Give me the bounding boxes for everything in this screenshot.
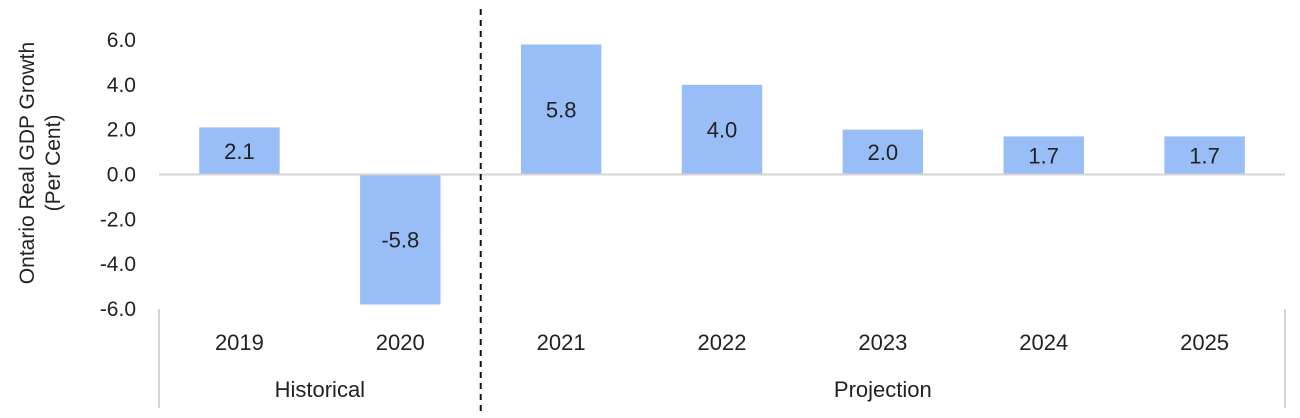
group-label-historical: Historical xyxy=(275,377,365,402)
y-tick-label: -6.0 xyxy=(100,298,136,321)
y-axis-ticks: 6.0 4.0 2.0 0.0 -2.0 -4.0 -6.0 xyxy=(100,29,136,321)
bar-2024 xyxy=(1003,136,1084,175)
data-label-2021: 5.8 xyxy=(546,97,577,122)
y-tick-label: 4.0 xyxy=(107,74,136,97)
data-label-2022: 4.0 xyxy=(707,118,738,143)
y-axis-label: Ontario Real GDP Growth (Per Cent) xyxy=(16,42,65,284)
x-axis-groups: Historical Projection xyxy=(275,377,932,402)
axes xyxy=(158,9,1286,414)
bar-2021 xyxy=(520,44,602,175)
data-label-2023: 2.0 xyxy=(868,140,899,165)
y-tick-label: 0.0 xyxy=(107,164,136,187)
y-tick-label: 6.0 xyxy=(107,29,136,52)
data-label-2025: 1.7 xyxy=(1189,143,1220,168)
y-axis-label-line-2: (Per Cent) xyxy=(42,115,65,212)
x-category-label: 2024 xyxy=(1019,330,1068,355)
data-label-2019: 2.1 xyxy=(224,139,255,164)
x-category-label: 2022 xyxy=(698,330,747,355)
group-label-projection: Projection xyxy=(834,377,932,402)
y-axis-label-line-1: Ontario Real GDP Growth xyxy=(16,42,39,284)
x-category-label: 2023 xyxy=(858,330,907,355)
bar-2019 xyxy=(199,127,280,175)
x-category-label: 2025 xyxy=(1180,330,1229,355)
x-category-label: 2019 xyxy=(215,330,264,355)
bar-2020 xyxy=(360,174,441,305)
bar-2025 xyxy=(1164,136,1245,175)
x-category-label: 2020 xyxy=(376,330,425,355)
y-tick-label: -2.0 xyxy=(100,208,136,231)
x-axis-categories: 2019 2020 2021 2022 2023 2024 2025 xyxy=(215,330,1229,355)
y-tick-label: -4.0 xyxy=(100,253,136,276)
data-label-2024: 1.7 xyxy=(1028,143,1059,168)
data-label-2020: -5.8 xyxy=(381,228,419,253)
bar-2022 xyxy=(681,84,763,175)
y-tick-label: 2.0 xyxy=(107,119,136,142)
bar-2023 xyxy=(842,129,924,175)
x-category-label: 2021 xyxy=(537,330,586,355)
bars: 2.1 -5.8 5.8 4.0 2.0 1.7 1.7 xyxy=(199,44,1245,305)
